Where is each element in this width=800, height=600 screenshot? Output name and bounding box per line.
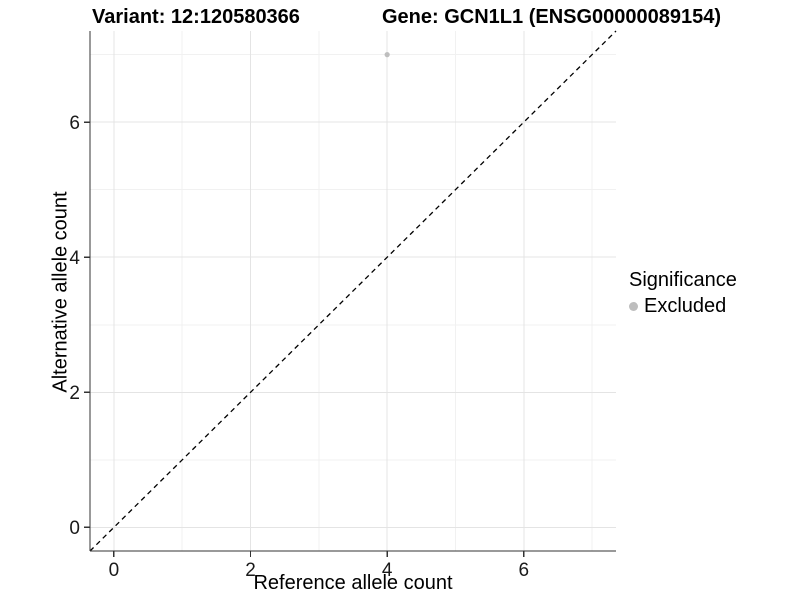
legend-item-excluded: Excluded: [629, 295, 737, 318]
plot-title-variant: Variant: 12:120580366: [92, 6, 300, 28]
data-point-excluded: [384, 52, 390, 58]
x-tick-label: 6: [518, 560, 529, 581]
legend-item-label: Excluded: [644, 295, 727, 317]
y-tick-label: 4: [69, 248, 80, 269]
legend-title: Significance: [629, 269, 737, 291]
legend-point-icon: [629, 302, 638, 311]
y-tick-label: 2: [69, 383, 80, 404]
x-tick-label: 4: [382, 560, 393, 581]
x-tick-label: 2: [245, 560, 256, 581]
identity-dashed-line: [89, 30, 617, 552]
legend: Significance Excluded: [629, 269, 737, 318]
y-tick-label: 0: [69, 518, 80, 539]
plot-title-gene: Gene: GCN1L1 (ENSG00000089154): [382, 6, 722, 28]
y-tick-label: 6: [69, 113, 80, 134]
y-axis-title: Alternative allele count: [49, 191, 72, 393]
x-tick-label: 0: [109, 560, 120, 581]
x-axis-title: Reference allele count: [253, 572, 453, 594]
